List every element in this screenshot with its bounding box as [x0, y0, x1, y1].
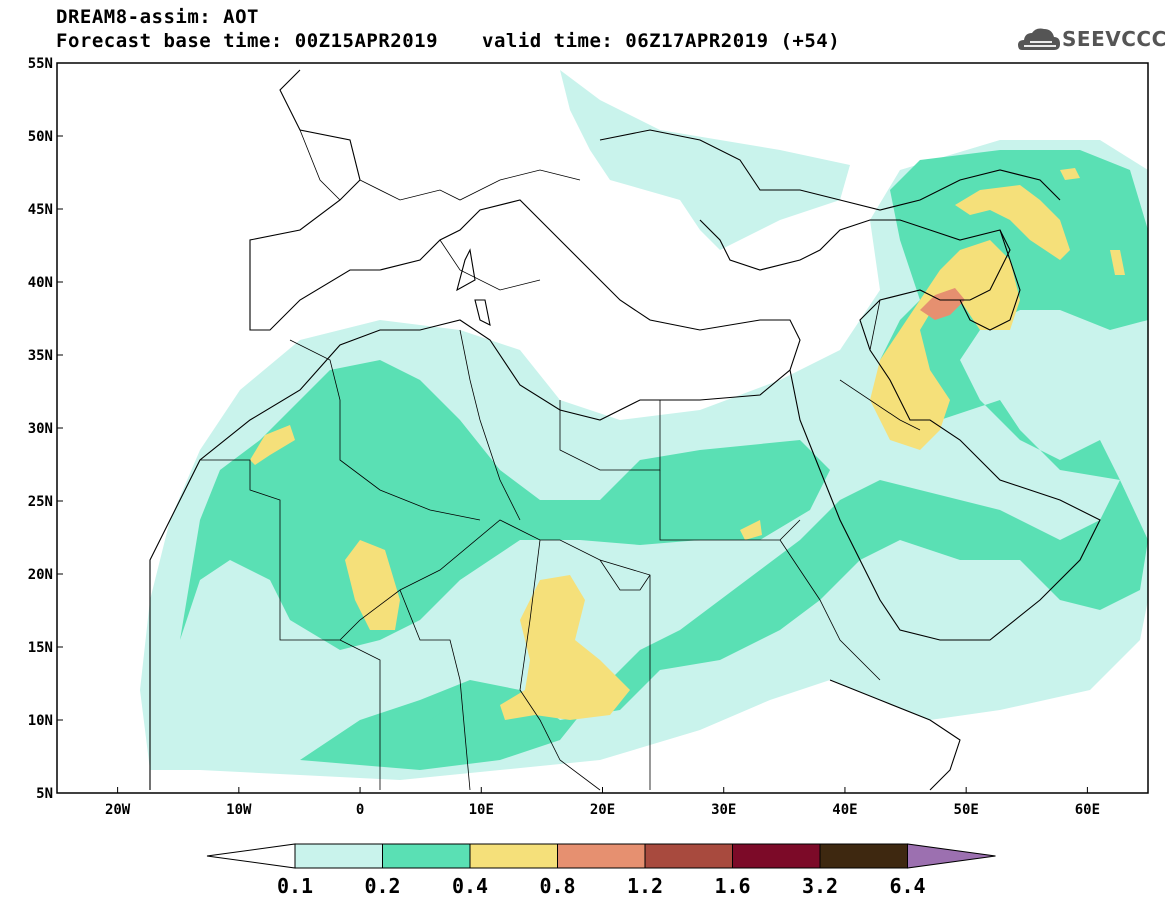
colorbar-label: 0.8: [539, 874, 575, 898]
logo-text: SEEVCCC: [1062, 27, 1165, 51]
lat-tick-label: 25N: [28, 494, 53, 510]
lat-tick-label: 15N: [28, 640, 53, 656]
lat-tick-label: 45N: [28, 202, 53, 218]
colorbar-under-arrow: [206, 843, 296, 869]
lon-tick-label: 10W: [226, 802, 252, 818]
colorbar-swatch: [557, 843, 646, 869]
lat-tick-label: 40N: [28, 275, 53, 291]
country-borders: [200, 129, 921, 791]
lon-tick-label: 0: [356, 802, 364, 818]
colorbar-label: 1.6: [714, 874, 750, 898]
longitude-axis: 20W 10W 0 10E 20E 30E 40E 50E 60E: [105, 787, 1100, 818]
lon-tick-label: 30E: [711, 802, 736, 818]
colorbar-swatch: [732, 843, 821, 869]
colorbar-swatch: [382, 843, 471, 869]
colorbar-label: 0.1: [277, 874, 313, 898]
colorbar-label: 6.4: [889, 874, 925, 898]
colorbar-swatch: [469, 843, 558, 869]
valid-time: valid time: 06Z17APR2019 (+54): [482, 30, 841, 52]
coastlines: [149, 69, 1101, 791]
lon-tick-label: 50E: [954, 802, 979, 818]
colorbar-swatch: [294, 843, 383, 869]
lat-tick-label: 5N: [36, 786, 53, 802]
colorbar-label: 0.4: [452, 874, 488, 898]
colorbar-over-arrow: [907, 843, 996, 869]
forecast-base-time: Forecast base time: 00Z15APR2019: [56, 30, 439, 52]
colorbar-swatch: [644, 843, 733, 869]
lat-tick-label: 10N: [28, 713, 53, 729]
lat-tick-label: 20N: [28, 567, 53, 583]
colorbar-label: 1.2: [627, 874, 663, 898]
colorbar-label: 3.2: [802, 874, 838, 898]
aot-field: [140, 70, 1148, 780]
lat-tick-label: 35N: [28, 348, 53, 364]
aot-band-0.4: [250, 168, 1125, 720]
colorbar-swatch: [819, 843, 908, 869]
lat-tick-label: 55N: [28, 56, 53, 72]
lon-tick-label: 20W: [105, 802, 131, 818]
cloud-logo-icon: [1018, 28, 1060, 50]
aot-band-0.8: [920, 288, 965, 320]
lon-tick-label: 10E: [469, 802, 494, 818]
latitude-axis: 55N 50N 45N 40N 35N 30N 25N 20N 15N 10N 5N: [28, 56, 63, 802]
lon-tick-label: 40E: [832, 802, 857, 818]
colorbar-label: 0.2: [364, 874, 400, 898]
map-title: DREAM8-assim: AOT: [56, 6, 259, 28]
lon-tick-label: 20E: [590, 802, 615, 818]
lat-tick-label: 50N: [28, 129, 53, 145]
lon-tick-label: 60E: [1075, 802, 1100, 818]
lat-tick-label: 30N: [28, 421, 53, 437]
colorbar: 0.1 0.2 0.4 0.8 1.2 1.6 3.2 6.4: [206, 843, 996, 898]
